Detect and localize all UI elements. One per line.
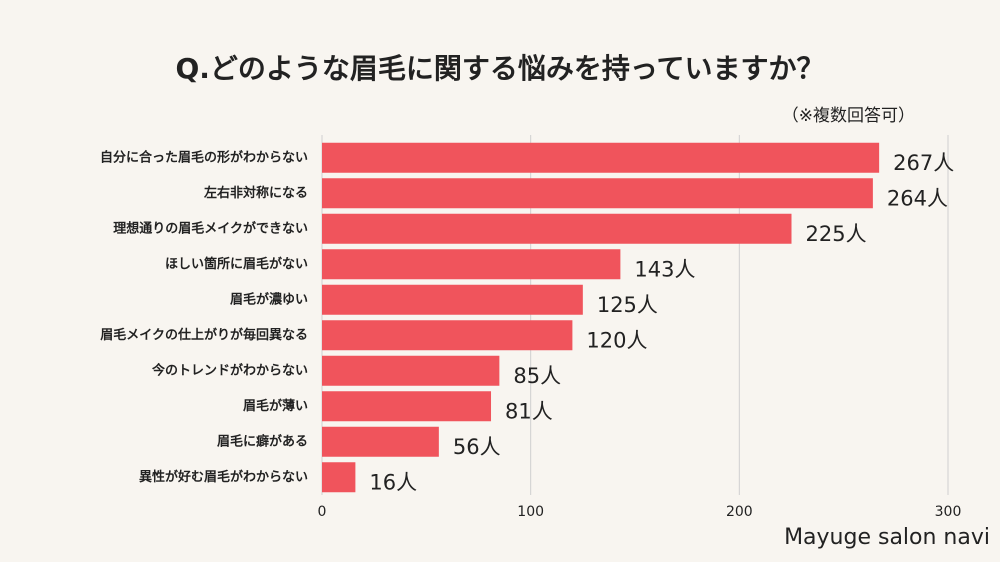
x-tick-label: 0 bbox=[318, 504, 327, 520]
y-tick-label: 眉毛メイクの仕上がりが毎回異なる bbox=[100, 327, 308, 343]
value-label: 85人 bbox=[513, 364, 561, 388]
chart-title: Q.どのような眉毛に関する悩みを持っていますか？ bbox=[175, 52, 824, 85]
bar bbox=[322, 178, 873, 209]
bar bbox=[322, 426, 439, 457]
y-tick-label: 自分に合った眉毛の形がわからない bbox=[100, 149, 308, 165]
value-label: 81人 bbox=[505, 399, 553, 423]
y-tick-label: 左右非対称になる bbox=[204, 185, 308, 201]
x-tick-label: 200 bbox=[726, 504, 753, 520]
value-label: 267人 bbox=[893, 151, 954, 175]
bar bbox=[322, 462, 356, 493]
y-tick-label: 眉毛が薄い bbox=[243, 398, 308, 414]
bar bbox=[322, 249, 621, 280]
y-tick-label: 眉毛が濃ゆい bbox=[230, 291, 308, 307]
bar bbox=[322, 142, 880, 173]
value-label: 143人 bbox=[634, 257, 695, 281]
y-tick-label: ほしい箇所に眉毛がない bbox=[165, 256, 308, 272]
bar bbox=[322, 391, 492, 422]
y-tick-label: 今のトレンドがわからない bbox=[151, 362, 308, 378]
x-tick-label: 300 bbox=[935, 504, 962, 520]
value-label: 120人 bbox=[586, 328, 647, 352]
value-label: 264人 bbox=[887, 186, 948, 210]
chart-subtitle: （※複数回答可） bbox=[782, 106, 915, 126]
y-tick-label: 眉毛に癖がある bbox=[217, 433, 308, 449]
value-label: 56人 bbox=[453, 435, 501, 459]
bar bbox=[322, 355, 500, 386]
value-label: 16人 bbox=[369, 470, 417, 494]
y-tick-label: 異性が好む眉毛がわからない bbox=[139, 469, 308, 485]
bar bbox=[322, 320, 573, 351]
y-tick-label: 理想通りの眉毛メイクができない bbox=[113, 220, 308, 236]
value-label: 225人 bbox=[806, 222, 867, 246]
bar bbox=[322, 284, 583, 315]
x-tick-label: 100 bbox=[517, 504, 544, 520]
brand: Mayuge salon navi bbox=[784, 525, 990, 550]
bar bbox=[322, 213, 792, 244]
value-label: 125人 bbox=[597, 293, 658, 317]
